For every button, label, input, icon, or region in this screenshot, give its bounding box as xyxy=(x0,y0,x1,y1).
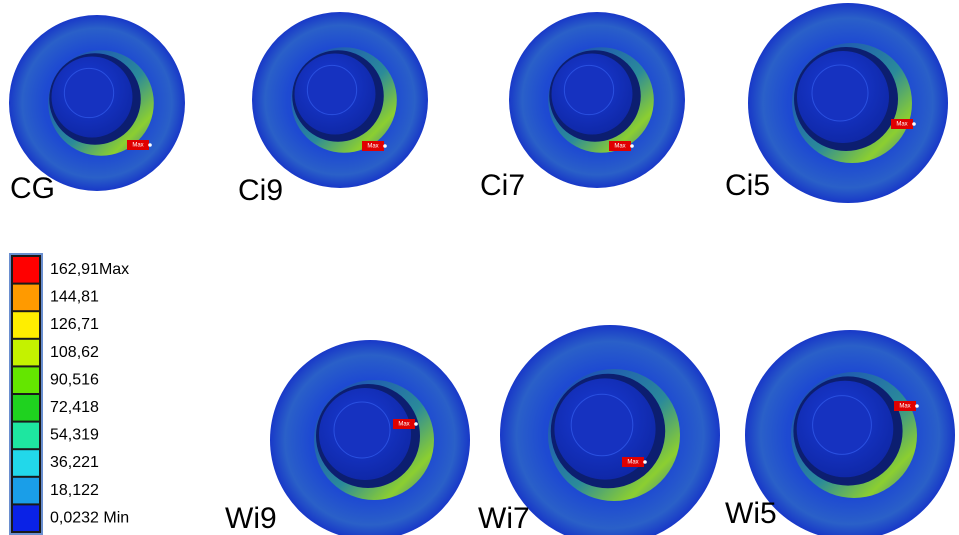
inner-hole xyxy=(307,65,356,114)
panels: Max CG Max Ci9 Max Ci7 Max Ci5 Max Wi9 Max Wi7 Max Wi… xyxy=(9,3,955,535)
max-point xyxy=(148,143,152,147)
legend-label: 0,0232 Min xyxy=(50,509,129,526)
max-point xyxy=(915,404,919,408)
legend-label: 144,81 xyxy=(50,289,99,306)
inner-hole xyxy=(571,394,633,456)
panel-label: Ci7 xyxy=(480,169,525,202)
legend-swatch xyxy=(13,505,39,531)
legend-label: 126,71 xyxy=(50,316,99,333)
legend: 162,91Max 144,81 126,71 108,62 90,516 72,418 5… xyxy=(10,254,129,534)
legend-swatch xyxy=(13,257,39,283)
max-tag-text: Max xyxy=(398,422,409,428)
panel-label: Wi7 xyxy=(478,502,530,535)
max-tag-text: Max xyxy=(614,144,625,150)
max-tag-text: Max xyxy=(896,122,907,128)
max-tag-text: Max xyxy=(899,404,910,410)
panel-label: Ci5 xyxy=(725,169,770,202)
max-tag-text: Max xyxy=(132,143,143,149)
legend-label: 162,91Max xyxy=(50,261,129,278)
max-point xyxy=(383,144,387,148)
inner-hole xyxy=(334,402,390,458)
panel-label: Ci9 xyxy=(238,174,283,207)
legend-label: 108,62 xyxy=(50,344,99,361)
legend-swatch xyxy=(13,478,39,504)
legend-swatch xyxy=(13,367,39,393)
panel-label: Wi9 xyxy=(225,502,277,535)
figure: Max CG Max Ci9 Max Ci7 Max Ci5 Max Wi9 Max Wi7 Max Wi… xyxy=(0,0,959,535)
panel-label: Wi5 xyxy=(725,497,777,530)
max-point xyxy=(912,122,916,126)
inner-hole xyxy=(564,65,613,114)
legend-swatch xyxy=(13,395,39,421)
legend-label: 36,221 xyxy=(50,454,99,471)
legend-label: 72,418 xyxy=(50,399,99,416)
legend-label: 54,319 xyxy=(50,427,99,444)
inner-hole xyxy=(813,396,872,455)
panel-label: CG xyxy=(10,172,55,205)
max-point xyxy=(643,460,647,464)
legend-label: 90,516 xyxy=(50,371,99,388)
legend-swatch xyxy=(13,285,39,311)
inner-hole xyxy=(812,65,868,121)
max-tag-text: Max xyxy=(367,144,378,150)
legend-swatch xyxy=(13,340,39,366)
max-tag-text: Max xyxy=(627,460,638,466)
legend-swatch xyxy=(13,423,39,449)
legend-label: 18,122 xyxy=(50,482,99,499)
legend-swatch xyxy=(13,312,39,338)
max-point xyxy=(414,422,418,426)
inner-hole xyxy=(64,68,113,117)
max-point xyxy=(630,144,634,148)
legend-swatch xyxy=(13,450,39,476)
